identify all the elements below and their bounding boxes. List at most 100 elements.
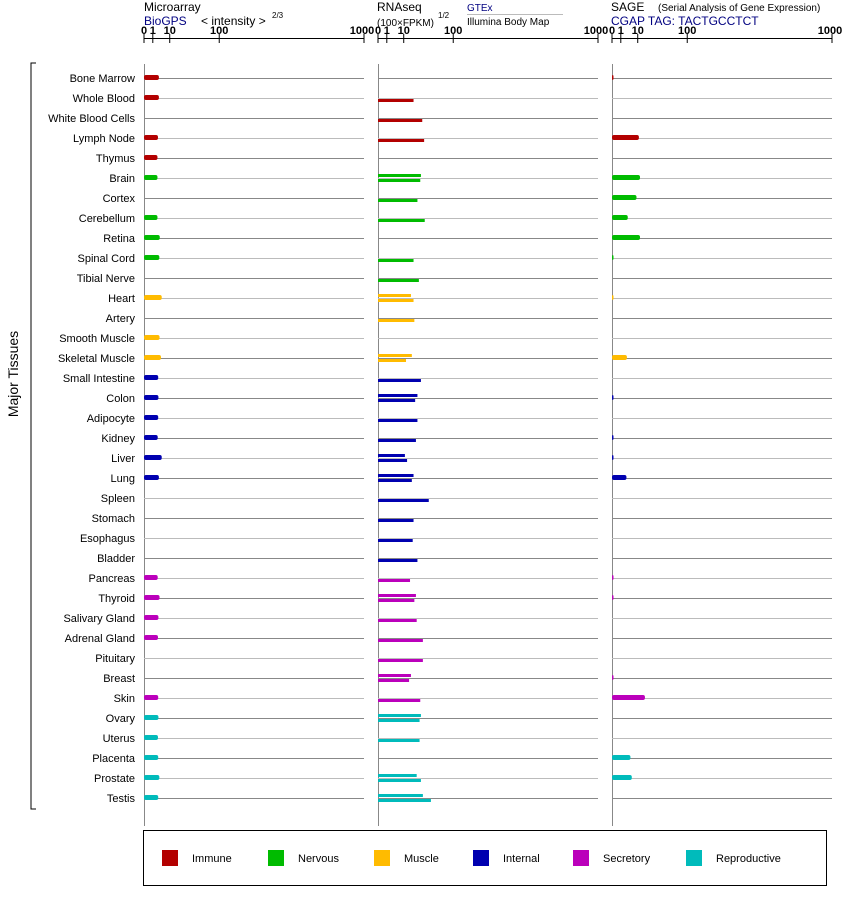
rnaseq-bodymap-bar	[378, 539, 413, 542]
rnaseq-bodymap-bar	[378, 179, 421, 182]
tissue-label: Brain	[109, 173, 135, 185]
sage-tick-label: 0	[609, 25, 615, 37]
microarray-tick-label: 100	[210, 25, 228, 37]
rnaseq-bodymap-bar	[378, 699, 421, 702]
rnaseq-bodymap-bar	[378, 679, 410, 682]
tissue-label: Cerebellum	[79, 213, 135, 225]
tissue-label: Bone Marrow	[70, 73, 135, 85]
tissue-label: Small Intestine	[63, 373, 135, 385]
rnaseq-bodymap-bar	[378, 279, 419, 282]
rnaseq-tick-label: 10	[398, 25, 410, 37]
rnaseq-bodymap-bar	[378, 299, 414, 302]
microarray-bar	[144, 775, 160, 780]
microarray-source-link[interactable]: BioGPS	[144, 14, 187, 28]
sage-bar	[612, 75, 614, 80]
rnaseq-gtex-bar	[378, 394, 418, 397]
rnaseq-bodymap-bar	[378, 579, 411, 582]
rnaseq-bodymap-bar	[378, 99, 414, 102]
sage-bar	[612, 775, 632, 780]
sage-tick-label: 1000	[818, 25, 842, 37]
tissue-label: Adrenal Gland	[65, 633, 135, 645]
sage-bar	[612, 475, 627, 480]
y-axis-title: Major Tissues	[5, 331, 21, 417]
sage-tick-label: 1	[618, 25, 624, 37]
tissue-label: Heart	[108, 293, 135, 305]
microarray-bar	[144, 435, 158, 440]
tissue-label: Skeletal Muscle	[58, 353, 135, 365]
tissue-label: Whole Blood	[73, 93, 135, 105]
microarray-bar	[144, 755, 159, 760]
microarray-scale-label: < intensity >	[201, 14, 266, 28]
rnaseq-bodymap-bar	[378, 219, 425, 222]
microarray-bar	[144, 335, 160, 340]
microarray-bar	[144, 215, 158, 220]
tissue-label: Bladder	[97, 553, 135, 565]
microarray-bar	[144, 715, 159, 720]
rnaseq-bodymap-bar	[378, 259, 414, 262]
sage-bar	[612, 135, 639, 140]
rnaseq-gtex-bar	[378, 674, 411, 677]
tissue-label: Retina	[103, 233, 136, 245]
rnaseq-gtex-bar	[378, 474, 414, 477]
rnaseq-gtex-bar	[378, 774, 417, 777]
rnaseq-gtex-bar	[378, 794, 423, 797]
rnaseq-bodymap-bar	[378, 659, 423, 662]
tissue-label: Spinal Cord	[78, 253, 135, 265]
rnaseq-gtex-bar	[378, 594, 416, 597]
tissue-label: White Blood Cells	[48, 113, 135, 125]
rnaseq-bodymap-bar	[378, 559, 418, 562]
rnaseq-bodymap-bar	[378, 199, 418, 202]
tissue-label: Breast	[103, 673, 135, 685]
microarray-bar	[144, 175, 158, 180]
tissue-label: Kidney	[101, 433, 135, 445]
microarray-bar	[144, 135, 158, 140]
legend-label-nervous: Nervous	[298, 853, 339, 865]
sage-bar	[612, 395, 614, 400]
sage-bar	[612, 195, 637, 200]
microarray-tick-label: 1	[150, 25, 156, 37]
sage-bar	[612, 595, 614, 600]
microarray-bar	[144, 355, 161, 360]
tissue-label: Prostate	[94, 773, 135, 785]
sage-bar	[612, 455, 614, 460]
legend-swatch-nervous	[268, 850, 284, 866]
legend-swatch-immune	[162, 850, 178, 866]
tissue-label: Pituitary	[95, 653, 135, 665]
microarray-tick-label: 10	[164, 25, 176, 37]
tissue-label: Stomach	[92, 513, 135, 525]
rnaseq-bodymap-label: Illumina Body Map	[467, 17, 550, 28]
rnaseq-bodymap-bar	[378, 419, 418, 422]
sage-bar	[612, 295, 614, 300]
microarray-bar	[144, 375, 159, 380]
rnaseq-tick-label: 1000	[584, 25, 608, 37]
sage-title: SAGE	[611, 0, 644, 14]
rnaseq-bodymap-bar	[378, 499, 429, 502]
microarray-bar	[144, 95, 159, 100]
tissue-label: Esophagus	[80, 533, 136, 545]
microarray-bar	[144, 595, 160, 600]
rnaseq-bodymap-bar	[378, 319, 415, 322]
rnaseq-bodymap-bar	[378, 519, 414, 522]
sage-tick-label: 10	[632, 25, 644, 37]
sage-tag-label[interactable]: CGAP TAG: TACTGCCTCT	[611, 14, 759, 28]
tissue-label: Lung	[111, 473, 135, 485]
microarray-bar	[144, 735, 158, 740]
tissue-label: Colon	[106, 393, 135, 405]
rnaseq-scale-exponent: 1/2	[438, 11, 450, 20]
tissue-label: Thymus	[96, 153, 136, 165]
tissue-bracket	[30, 62, 36, 810]
tissue-label: Spleen	[101, 493, 135, 505]
rnaseq-gtex-bar	[378, 294, 411, 297]
legend-swatch-reproductive	[686, 850, 702, 866]
microarray-bar	[144, 615, 159, 620]
tissue-label: Thyroid	[98, 593, 135, 605]
tissue-label: Skin	[114, 693, 135, 705]
sage-bar	[612, 755, 631, 760]
legend-label-secretory: Secretory	[603, 853, 651, 865]
rnaseq-bodymap-bar	[378, 139, 425, 142]
sage-tick-label: 100	[678, 25, 696, 37]
rnaseq-bodymap-bar	[378, 639, 423, 642]
rnaseq-bodymap-bar	[378, 799, 431, 802]
rnaseq-bodymap-bar	[378, 359, 407, 362]
